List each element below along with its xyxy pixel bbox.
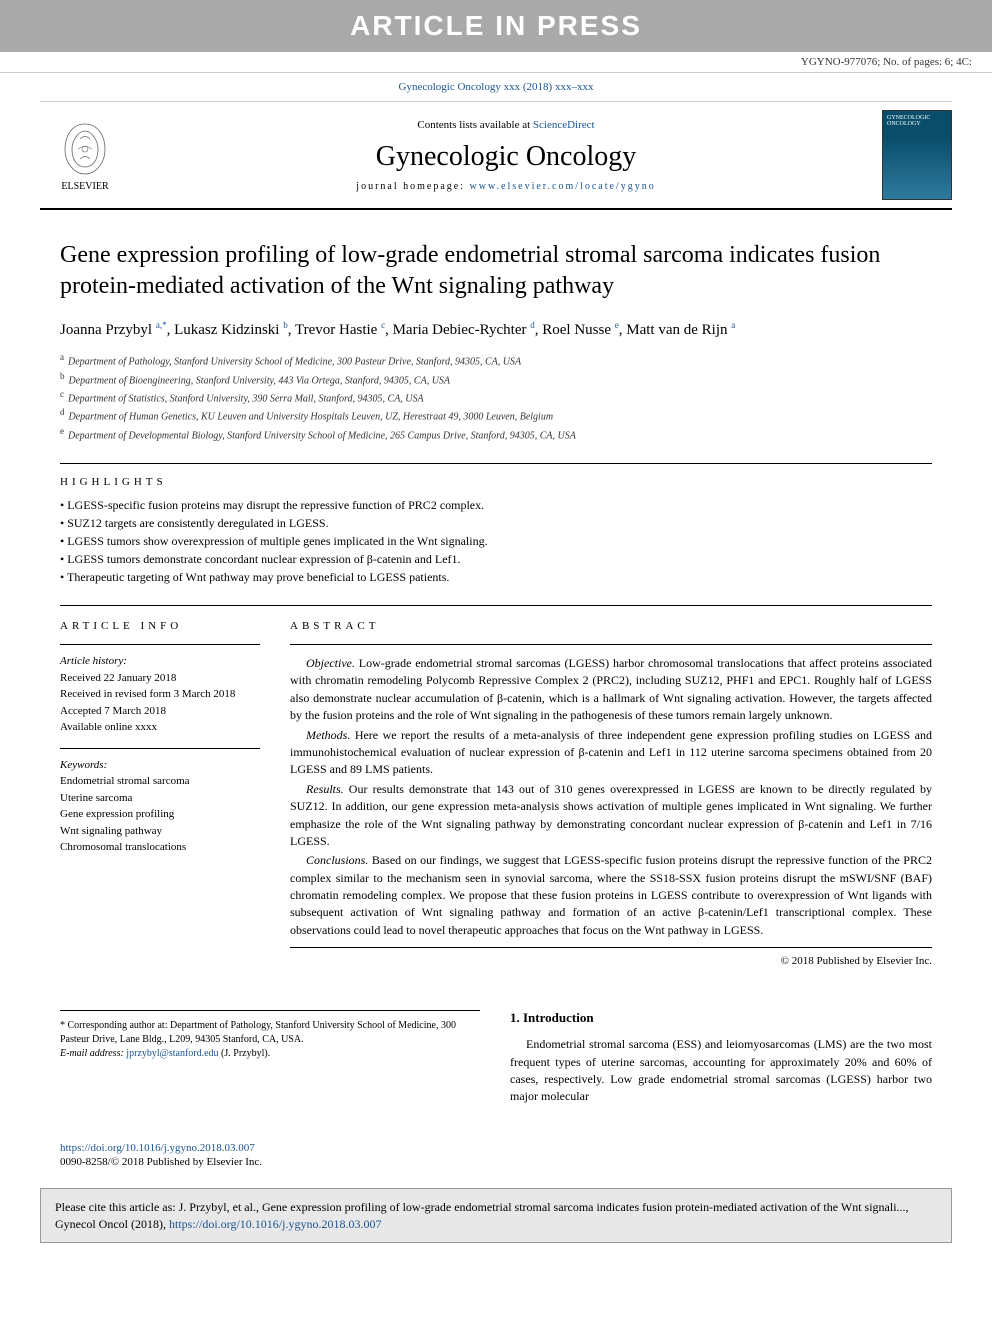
contents-available: Contents lists available at ScienceDirec… <box>130 119 882 131</box>
author-list: Joanna Przybyl a,*, Lukasz Kidzinski b, … <box>60 320 932 339</box>
corresponding-email-link[interactable]: jprzybyl@stanford.edu <box>126 1048 218 1059</box>
homepage-prefix: journal homepage: <box>356 181 469 192</box>
journal-reference: Gynecologic Oncology xxx (2018) xxx–xxx <box>0 73 992 101</box>
document-id: YGYNO-977076; No. of pages: 6; 4C: <box>0 52 992 73</box>
citation-doi-link[interactable]: https://doi.org/10.1016/j.ygyno.2018.03.… <box>169 1217 381 1231</box>
journal-cover-thumbnail: GYNECOLOGIC ONCOLOGY <box>882 110 952 200</box>
article-info-label: ARTICLE INFO <box>60 620 260 632</box>
author: Roel Nusse e <box>542 322 619 338</box>
corresponding-author: * Corresponding author at: Department of… <box>60 1010 480 1061</box>
online-date: Available online xxxx <box>60 721 157 733</box>
cover-label: GYNECOLOGIC ONCOLOGY <box>887 115 947 127</box>
introduction-heading: 1. Introduction <box>510 1010 932 1026</box>
keyword: Gene expression profiling <box>60 808 174 820</box>
keyword: Uterine sarcoma <box>60 792 132 804</box>
doi-link[interactable]: https://doi.org/10.1016/j.ygyno.2018.03.… <box>60 1142 255 1154</box>
abstract-conclusions: Based on our findings, we suggest that L… <box>290 853 932 937</box>
abstract-objective: Low-grade endometrial stromal sarcomas (… <box>290 656 932 722</box>
abstract-methods: Here we report the results of a meta-ana… <box>290 728 932 777</box>
email-label: E-mail address: <box>60 1048 124 1059</box>
citation-box: Please cite this article as: J. Przybyl,… <box>40 1188 952 1244</box>
introduction-text: Endometrial stromal sarcoma (ESS) and le… <box>510 1036 932 1106</box>
author: Joanna Przybyl a,* <box>60 322 167 338</box>
author: Lukasz Kidzinski b <box>174 322 288 338</box>
keywords-label: Keywords: <box>60 759 107 771</box>
contents-prefix: Contents lists available at <box>417 119 532 131</box>
article-info: Article history: Received 22 January 201… <box>60 644 260 736</box>
keyword: Endometrial stromal sarcoma <box>60 775 190 787</box>
keyword: Wnt signaling pathway <box>60 825 162 837</box>
article-in-press-banner: ARTICLE IN PRESS <box>0 0 992 52</box>
affiliation: eDepartment of Developmental Biology, St… <box>60 425 932 443</box>
revised-date: Received in revised form 3 March 2018 <box>60 688 235 700</box>
article-title: Gene expression profiling of low-grade e… <box>60 240 932 302</box>
keyword: Chromosomal translocations <box>60 841 186 853</box>
corresponding-text: Corresponding author at: Department of P… <box>60 1020 456 1045</box>
abstract-label: ABSTRACT <box>290 620 932 632</box>
abstract-results: Our results demonstrate that 143 out of … <box>290 782 932 848</box>
abstract-copyright: © 2018 Published by Elsevier Inc. <box>290 947 932 970</box>
elsevier-text: ELSEVIER <box>61 181 108 192</box>
email-suffix: (J. Przybyl). <box>221 1048 270 1059</box>
highlight-item: Therapeutic targeting of Wnt pathway may… <box>60 570 932 585</box>
issn-copyright: 0090-8258/© 2018 Published by Elsevier I… <box>0 1156 992 1180</box>
elsevier-logo: ELSEVIER <box>40 110 130 200</box>
affiliations: aDepartment of Pathology, Stanford Unive… <box>60 351 932 443</box>
highlight-item: LGESS tumors show overexpression of mult… <box>60 534 932 549</box>
highlight-item: LGESS-specific fusion proteins may disru… <box>60 498 932 513</box>
highlights-list: LGESS-specific fusion proteins may disru… <box>60 498 932 585</box>
journal-name: Gynecologic Oncology <box>130 141 882 173</box>
accepted-date: Accepted 7 March 2018 <box>60 705 166 717</box>
journal-homepage-link[interactable]: www.elsevier.com/locate/ygyno <box>470 181 656 192</box>
affiliation: aDepartment of Pathology, Stanford Unive… <box>60 351 932 369</box>
sciencedirect-link[interactable]: ScienceDirect <box>533 119 595 131</box>
journal-header: ELSEVIER Contents lists available at Sci… <box>40 101 952 210</box>
affiliation: cDepartment of Statistics, Stanford Univ… <box>60 388 932 406</box>
author: Trevor Hastie c <box>295 322 385 338</box>
affiliation: dDepartment of Human Genetics, KU Leuven… <box>60 406 932 424</box>
highlight-item: LGESS tumors demonstrate concordant nucl… <box>60 552 932 567</box>
abstract: Objective. Low-grade endometrial stromal… <box>290 644 932 970</box>
author: Maria Debiec-Rychter d <box>393 322 535 338</box>
journal-homepage: journal homepage: www.elsevier.com/locat… <box>130 181 882 192</box>
received-date: Received 22 January 2018 <box>60 672 176 684</box>
highlights-label: HIGHLIGHTS <box>60 476 932 488</box>
keywords-block: Keywords: Endometrial stromal sarcoma Ut… <box>60 748 260 856</box>
affiliation: bDepartment of Bioengineering, Stanford … <box>60 370 932 388</box>
history-label: Article history: <box>60 655 127 667</box>
author: Matt van de Rijn a <box>626 322 735 338</box>
highlight-item: SUZ12 targets are consistently deregulat… <box>60 516 932 531</box>
